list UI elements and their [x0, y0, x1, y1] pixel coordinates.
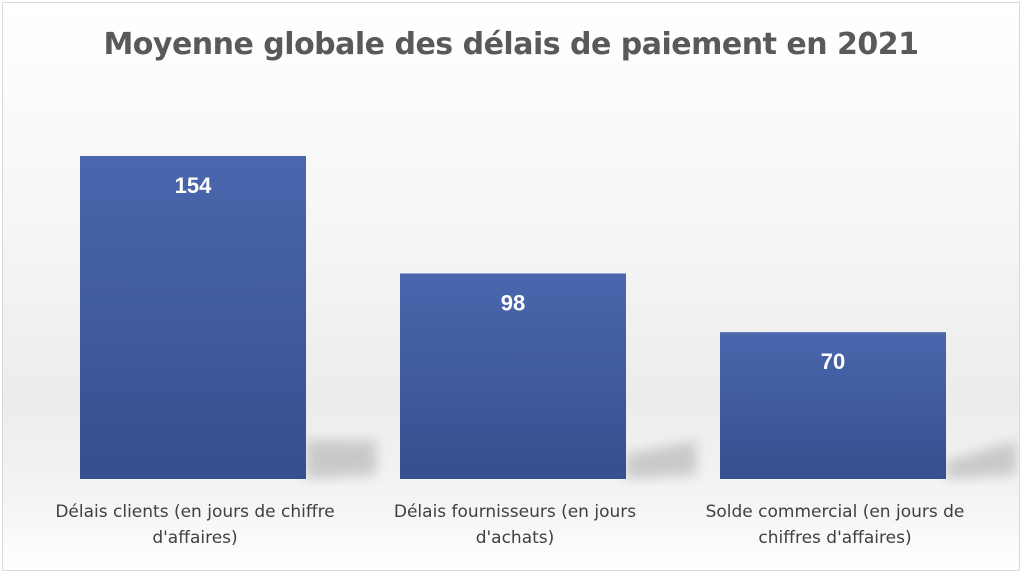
bar-2 — [400, 273, 626, 479]
bar-chart: 154 Délais clients (en jours de chiffre d'… — [55, 156, 1016, 548]
chart-title: Moyenne globale des délais de paiement e… — [103, 27, 919, 62]
data-label-2: 98 — [501, 290, 525, 315]
bar-1 — [80, 156, 306, 479]
category-label-1: Délais clients (en jours de chiffre d'aff… — [55, 502, 334, 548]
bar-shadow — [626, 441, 696, 479]
bar-shadow — [306, 440, 376, 479]
category-label-3: Solde commercial (en jours de chiffres d'… — [706, 502, 965, 548]
data-label-3: 70 — [821, 349, 845, 374]
bar-shadow — [946, 441, 1016, 479]
category-label-2: Délais fournisseurs (en jours d'achats) — [394, 502, 636, 548]
data-label-1: 154 — [175, 173, 212, 198]
bar-3 — [720, 332, 946, 479]
